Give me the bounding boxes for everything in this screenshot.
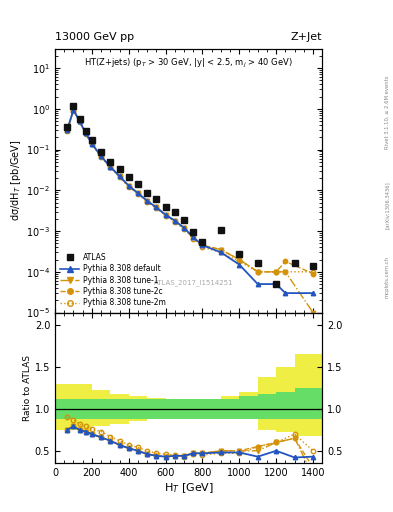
Text: Rivet 3.1.10, ≥ 2.6M events: Rivet 3.1.10, ≥ 2.6M events <box>385 76 389 150</box>
Legend: ATLAS, Pythia 8.308 default, Pythia 8.308 tune-1, Pythia 8.308 tune-2c, Pythia 8: ATLAS, Pythia 8.308 default, Pythia 8.30… <box>59 251 167 309</box>
Text: HT(Z+jets) (p$_{T}$ > 30 GeV, |y| < 2.5, m$_{j}$ > 40 GeV): HT(Z+jets) (p$_{T}$ > 30 GeV, |y| < 2.5,… <box>84 56 293 70</box>
Text: ATLAS_2017_I1514251: ATLAS_2017_I1514251 <box>154 280 234 286</box>
Text: mcplots.cern.ch: mcplots.cern.ch <box>385 255 389 297</box>
Y-axis label: dσ/dH$_{T}$ [pb/GeV]: dσ/dH$_{T}$ [pb/GeV] <box>9 140 23 221</box>
Text: [arXiv:1306.3436]: [arXiv:1306.3436] <box>385 181 389 229</box>
Y-axis label: Ratio to ATLAS: Ratio to ATLAS <box>23 355 32 421</box>
X-axis label: H$_{T}$ [GeV]: H$_{T}$ [GeV] <box>163 481 214 495</box>
Text: 13000 GeV pp: 13000 GeV pp <box>55 32 134 42</box>
Text: Z+Jet: Z+Jet <box>291 32 322 42</box>
